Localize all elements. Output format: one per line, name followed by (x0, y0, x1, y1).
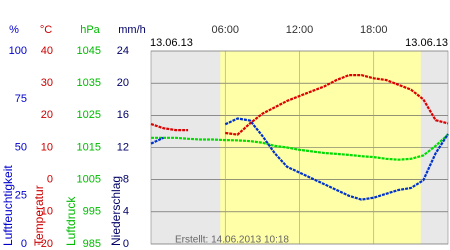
y-tick-label: 0 (47, 174, 53, 186)
y-tick-label: 1035 (77, 77, 101, 89)
y-tick-label: 16 (117, 109, 129, 121)
y-tick-label: 1025 (77, 109, 101, 121)
y-tick-label: 10 (41, 141, 53, 153)
y-tick-label: 8 (123, 174, 129, 186)
y-tick-label: 25 (15, 190, 27, 202)
y-tick-label: 20 (41, 109, 53, 121)
y-tick-label: 1045 (77, 45, 101, 57)
y-tick-label: 0 (123, 238, 129, 250)
axis-title: Luftfeuchtigkeit (1, 165, 15, 246)
x-tick-label: 18:00 (360, 24, 388, 36)
axis-title: Niederschlag (109, 176, 123, 246)
y-tick-label: 24 (117, 45, 129, 57)
footer: Erstellt: 14.06.2013 10:18 (175, 235, 289, 246)
axis-unit: hPa (80, 24, 100, 36)
plot-border (150, 50, 449, 245)
series-line (150, 117, 449, 201)
y-tick-label: 1015 (77, 141, 101, 153)
axis-unit: mm/h (118, 24, 146, 36)
y-tick-label: 20 (117, 77, 129, 89)
axis-title: Temperatur (32, 185, 46, 246)
x-tick-label: 06:00 (211, 24, 239, 36)
y-tick-label: 100 (9, 45, 27, 57)
y-tick-label: 40 (41, 45, 53, 57)
y-tick-label: 995 (83, 206, 101, 218)
y-tick-label: 1005 (77, 174, 101, 186)
axis-unit: % (9, 24, 19, 36)
y-tick-label: 4 (123, 206, 129, 218)
y-tick-label: 985 (83, 238, 101, 250)
series-line (151, 133, 449, 161)
axis-unit: °C (40, 24, 52, 36)
y-tick-label: 30 (41, 77, 53, 89)
date-end: 13.06.13 (405, 37, 448, 49)
y-tick-label: 12 (117, 141, 129, 153)
date-start: 13.06.13 (150, 37, 193, 49)
series-line (150, 74, 449, 136)
y-tick-label: 0 (21, 238, 27, 250)
y-tick-label: -20 (37, 238, 53, 250)
axis-title: Luftdruck (64, 196, 78, 246)
y-tick-label: 50 (15, 141, 27, 153)
x-tick-label: 12:00 (286, 24, 314, 36)
y-tick-label: 75 (15, 93, 27, 105)
y-tick-label: -10 (37, 206, 53, 218)
